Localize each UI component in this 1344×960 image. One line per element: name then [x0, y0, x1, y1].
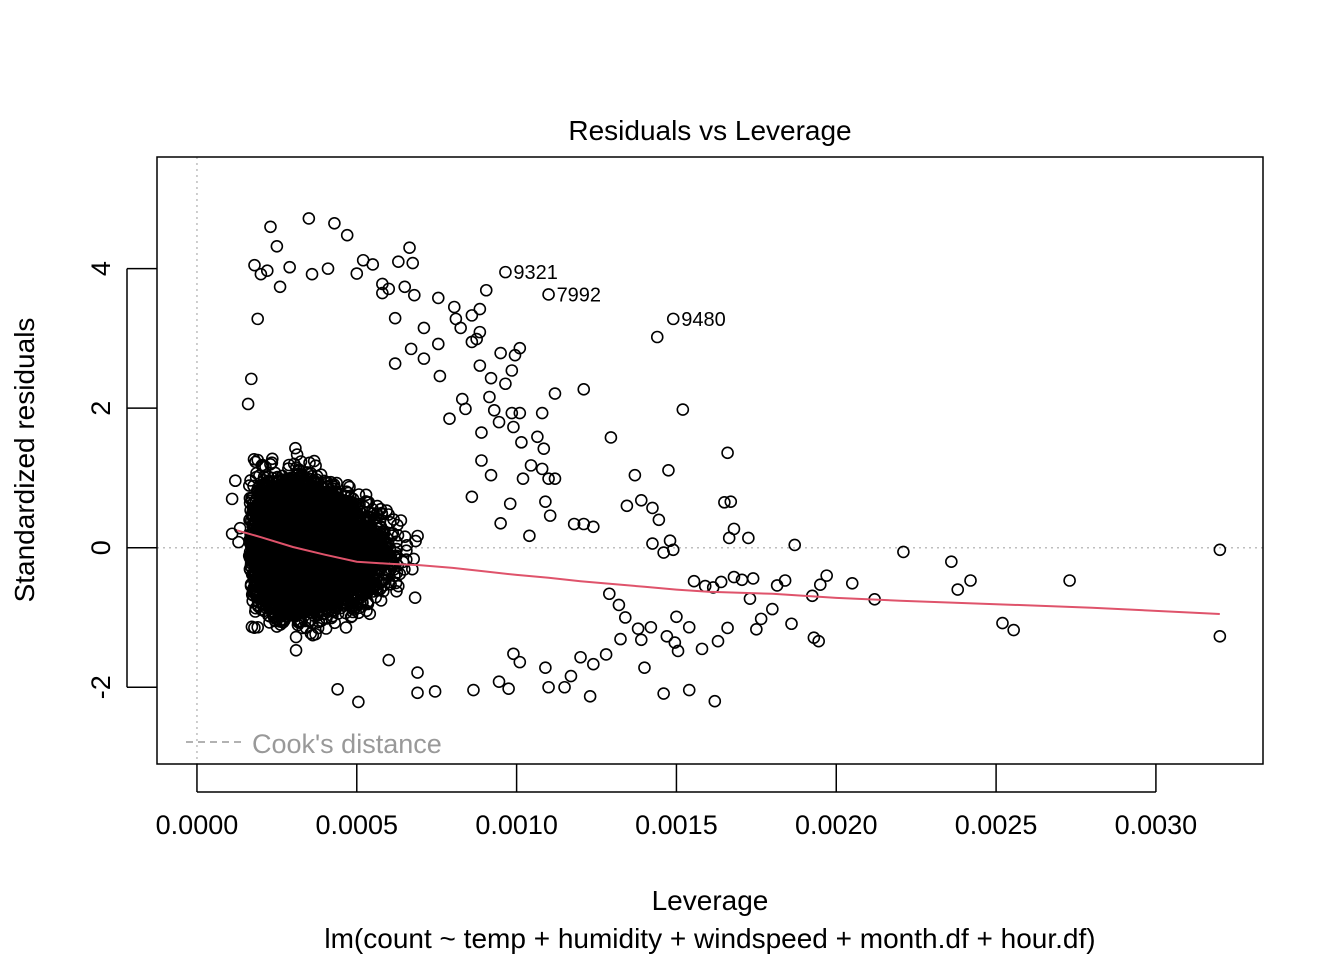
dense-point — [394, 514, 408, 527]
dense-point — [289, 441, 302, 455]
dense-point — [359, 488, 373, 502]
dense-point — [307, 454, 321, 468]
dense-point — [294, 455, 308, 468]
dense-point — [249, 470, 263, 484]
dense-point — [245, 620, 259, 634]
dense-point-cloud — [242, 441, 424, 642]
dense-point — [339, 621, 353, 634]
reference-lines — [157, 157, 1263, 764]
dense-point — [265, 452, 279, 466]
